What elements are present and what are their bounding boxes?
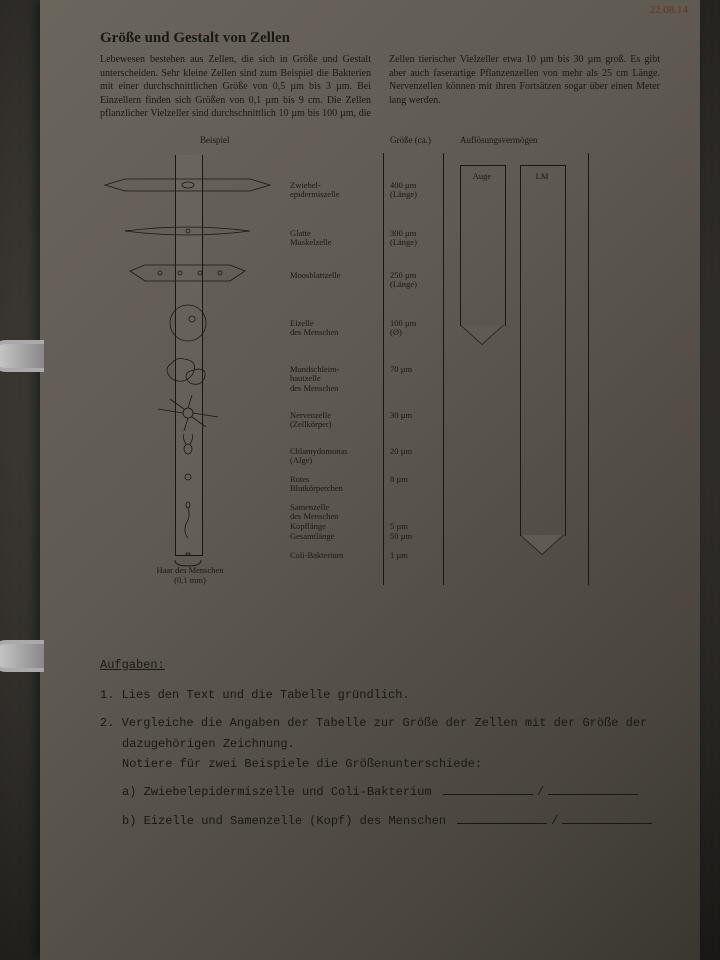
cell-size-diagram: Beispiel Größe (ca.) Auflösungsvermögen … xyxy=(100,135,660,615)
worksheet-page: 22.08.14 Größe und Gestalt von Zellen Le… xyxy=(40,0,700,960)
tasks-title: Aufgaben: xyxy=(100,655,660,675)
cell-size: 8 µm xyxy=(390,475,450,485)
date-annotation: 22.08.14 xyxy=(650,4,689,16)
cell-label: Coli-Bakterium xyxy=(290,551,380,561)
task-2: 2. Vergleiche die Angaben der Tabelle zu… xyxy=(100,713,660,774)
header-groesse: Größe (ca.) xyxy=(390,135,431,145)
cell-label: RotesBlutkörperchen xyxy=(290,475,380,495)
task-2b: b) Eizelle und Samenzelle (Kopf) des Men… xyxy=(100,811,660,831)
binder-ring xyxy=(0,640,44,672)
intro-text: Lebewesen bestehen aus Zellen, die sich … xyxy=(100,53,660,121)
answer-blank[interactable] xyxy=(443,794,533,795)
answer-blank[interactable] xyxy=(457,823,547,824)
task-2a: a) Zwiebelepidermiszelle und Coli-Bakter… xyxy=(100,782,660,802)
tasks-section: Aufgaben: 1. Lies den Text und die Tabel… xyxy=(100,655,660,832)
cell-label: Zwiebel-epidermiszelle xyxy=(290,181,380,201)
cell-label: GlatteMuskelzelle xyxy=(290,229,380,249)
answer-blank[interactable] xyxy=(548,794,638,795)
cell-size: 300 µm(Länge) xyxy=(390,229,450,249)
binder-ring xyxy=(0,340,44,372)
cell-size: 100 µm(Ø) xyxy=(390,319,450,339)
cell-label: Samenzelledes MenschenKopflängeGesamtlän… xyxy=(290,503,380,542)
cell-illustrations xyxy=(90,153,300,583)
task-1: 1. Lies den Text und die Tabelle gründli… xyxy=(100,685,660,705)
cell-size: 30 µm xyxy=(390,411,450,421)
cell-label: Nervenzelle(Zellkörper) xyxy=(290,411,380,431)
cell-size: 70 µm xyxy=(390,365,450,375)
cell-size: 1 µm xyxy=(390,551,450,561)
cell-size: 20 µm xyxy=(390,447,450,457)
cell-size: 400 µm(Länge) xyxy=(390,181,450,201)
cell-label: Eizelledes Menschen xyxy=(290,319,380,339)
hair-caption: Haar des Menschen (0,1 mm) xyxy=(140,565,240,585)
header-aufloesung: Auflösungsvermögen xyxy=(460,135,538,145)
cell-label: Chlamydomonas(Alge) xyxy=(290,447,380,467)
cell-label: Mundschleim-hautzelledes Menschen xyxy=(290,365,380,394)
page-title: Größe und Gestalt von Zellen xyxy=(100,30,660,47)
header-beispiel: Beispiel xyxy=(200,135,230,145)
cell-size: 5 µm50 µm xyxy=(390,503,450,542)
cell-size: 250 µm(Länge) xyxy=(390,271,450,291)
answer-blank[interactable] xyxy=(562,823,652,824)
cell-label: Moosblattzelle xyxy=(290,271,380,281)
